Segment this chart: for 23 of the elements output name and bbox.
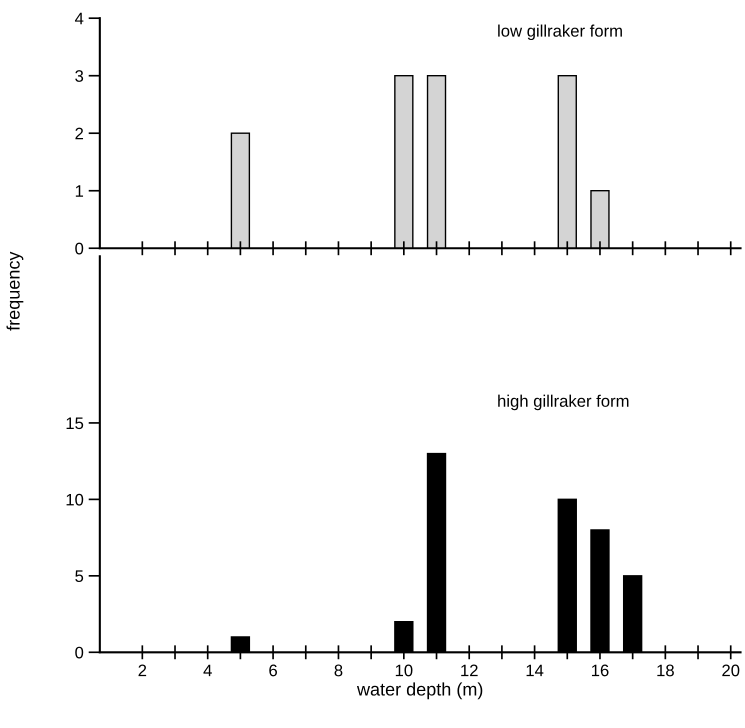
y-tick-label: 2 <box>75 128 84 140</box>
x-tick-label: 16 <box>592 664 609 676</box>
y-tick-label: 5 <box>75 570 84 582</box>
y-tick-label: 15 <box>66 418 84 430</box>
x-tick-label: 18 <box>657 664 674 676</box>
y-tick-label: 4 <box>74 12 84 24</box>
x-tick-label: 8 <box>334 664 342 676</box>
annotation: low gillraker form <box>498 24 622 40</box>
x-axis-title: water depth (m) <box>356 682 482 700</box>
y-axis-title: frequency <box>6 252 24 331</box>
y-tick-label: 0 <box>75 646 84 658</box>
x-tick-label: 20 <box>722 664 740 676</box>
y-tick-label: 3 <box>75 70 84 82</box>
x-tick-label: 14 <box>526 664 544 676</box>
x-tick-label: 2 <box>138 664 146 676</box>
x-tick-label: 4 <box>203 664 212 676</box>
x-tick-label: 12 <box>461 664 478 676</box>
x-tick-label: 10 <box>396 664 412 676</box>
annotation: high gillraker form <box>498 394 628 410</box>
y-tick-label: 0 <box>75 242 84 254</box>
y-tick-label: 1 <box>76 185 84 197</box>
y-tick-label: 10 <box>66 494 84 506</box>
x-tick-label: 6 <box>269 664 277 676</box>
